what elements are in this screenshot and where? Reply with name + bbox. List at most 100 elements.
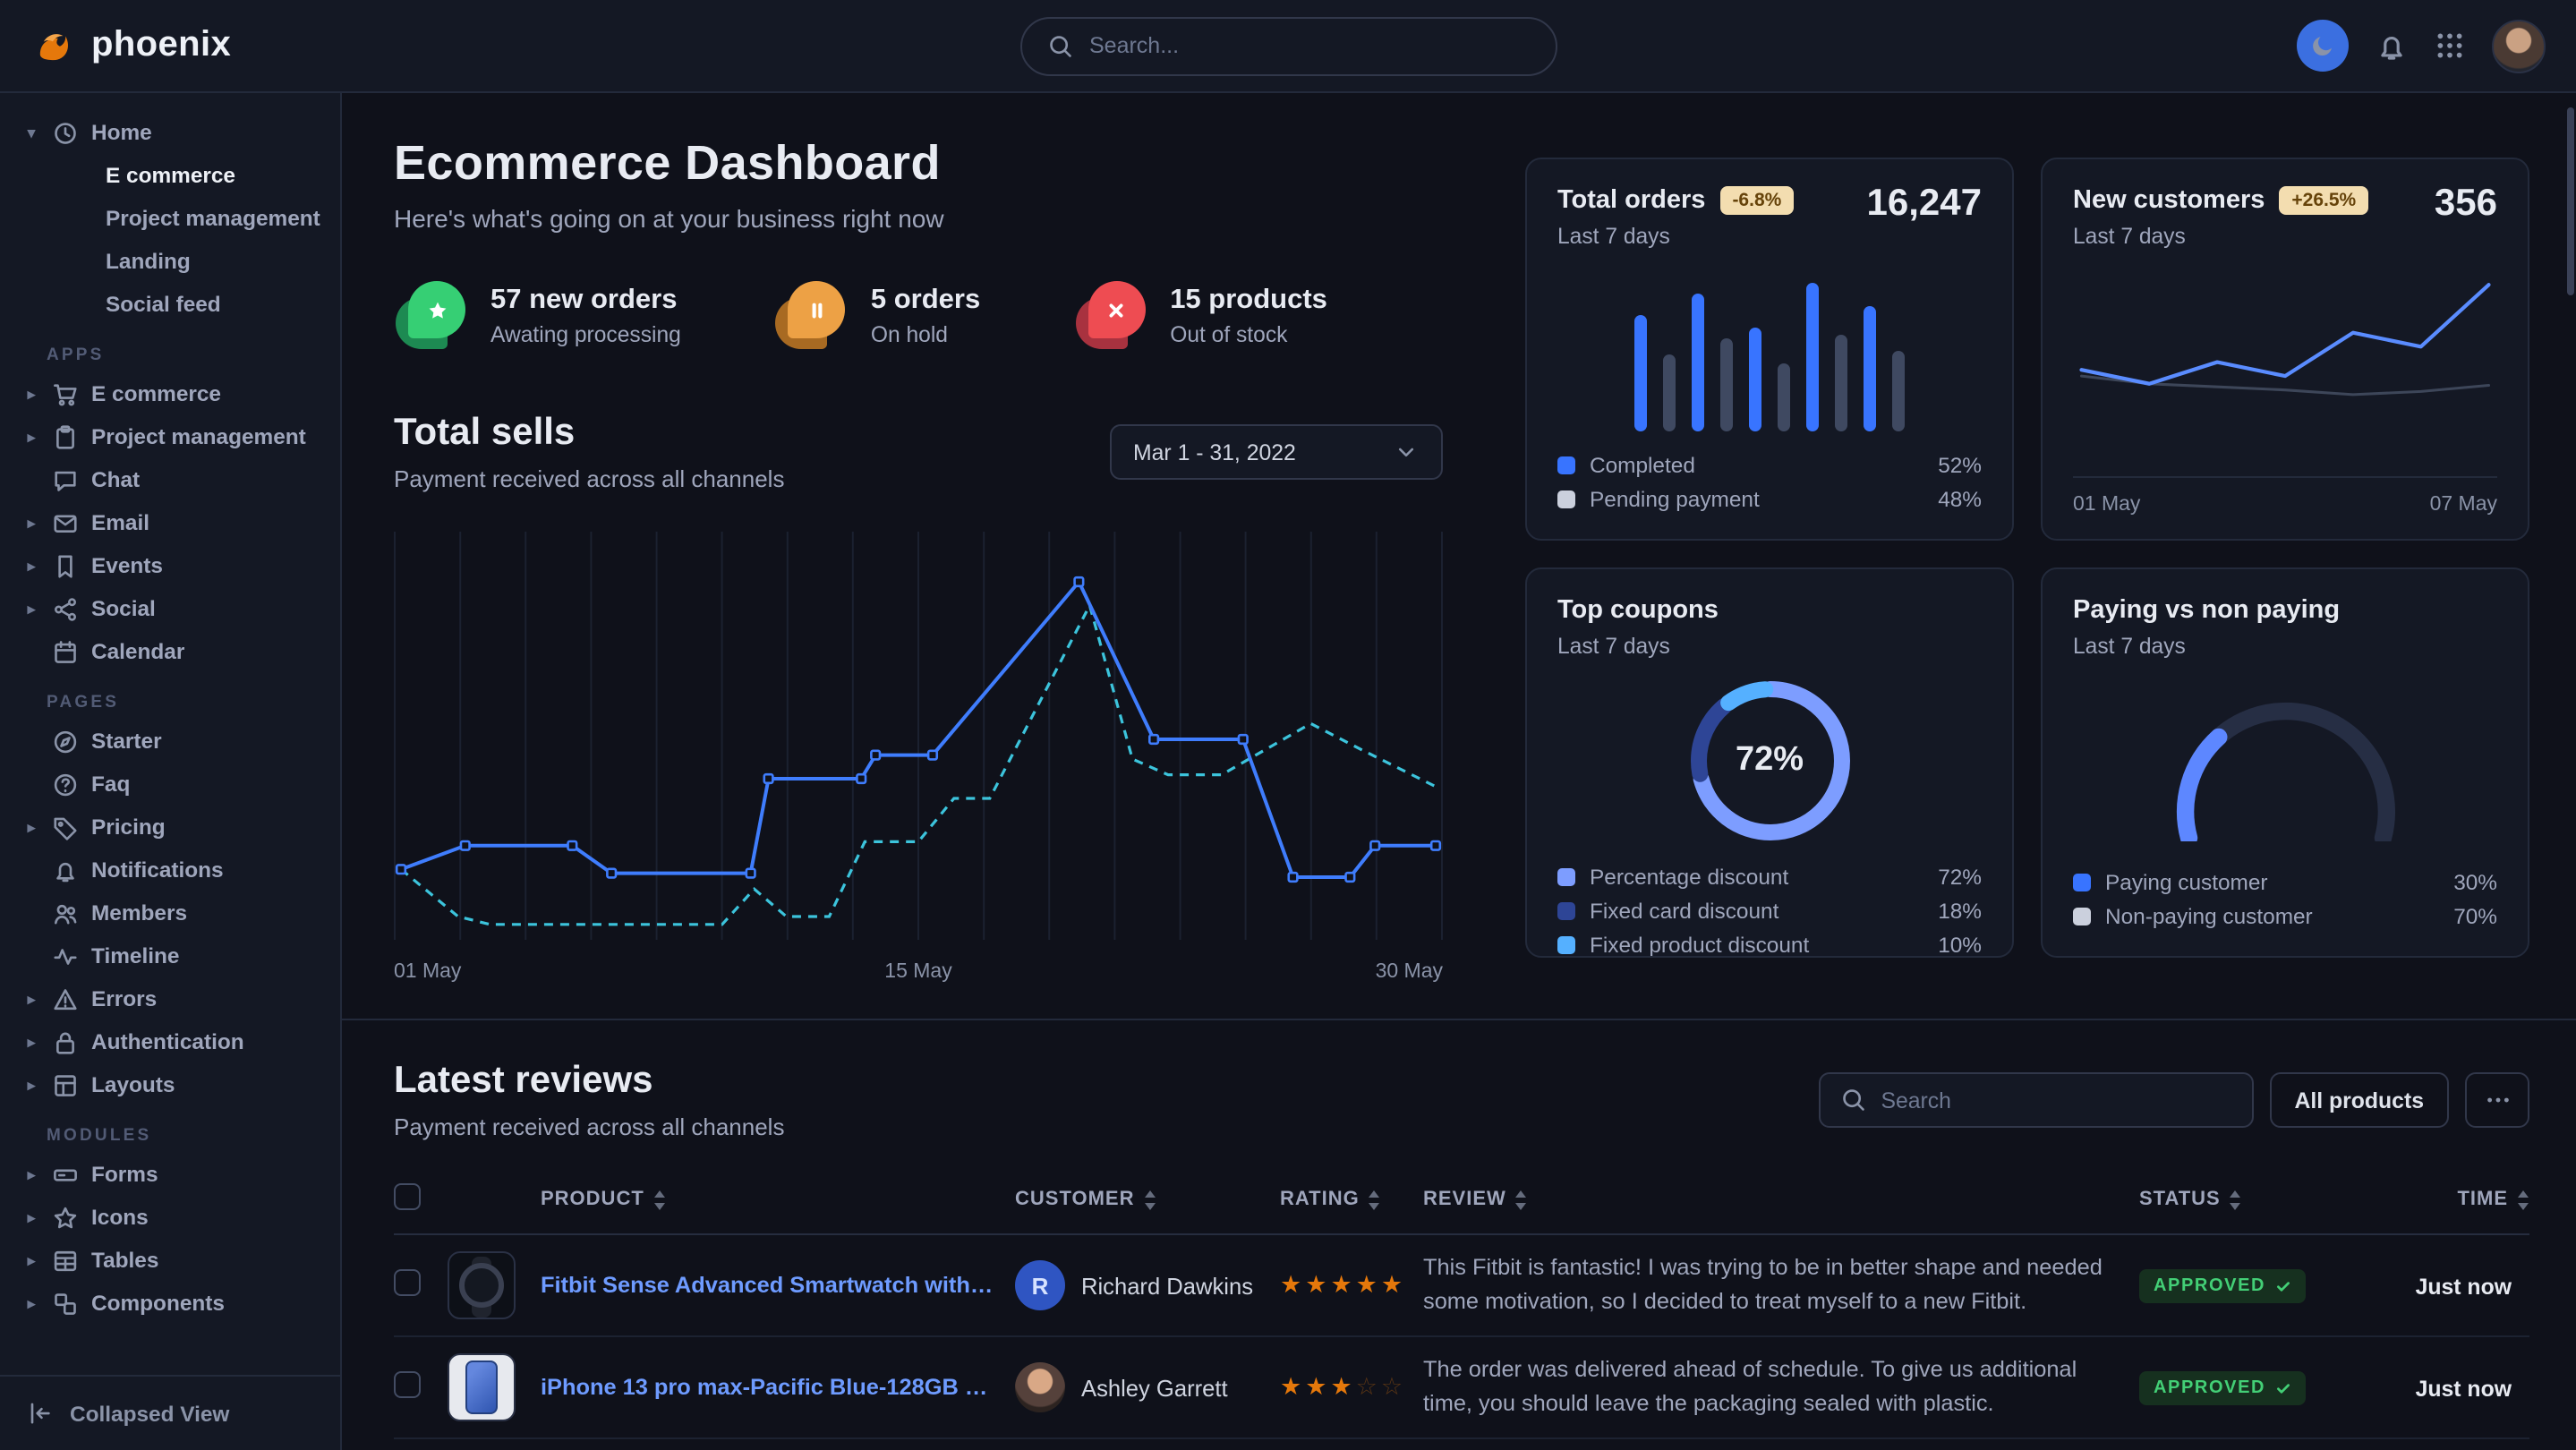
input-icon (52, 1161, 79, 1188)
legend-swatch (1557, 456, 1575, 473)
card-title: Total orders (1557, 186, 1705, 215)
lock-icon (52, 1028, 79, 1055)
sort-time[interactable]: TIME (2457, 1189, 2529, 1210)
date-range-select[interactable]: Mar 1 - 31, 2022 (1110, 424, 1443, 480)
status-badge: APPROVED (2139, 1370, 2305, 1404)
caret-icon: ▸ (23, 427, 39, 447)
sidebar-item-landing[interactable]: Landing (0, 240, 340, 283)
sidebar-item-timeline[interactable]: ▸Timeline (0, 934, 340, 977)
sidebar-item-chat[interactable]: ▸Chat (0, 458, 340, 501)
scrollbar-thumb[interactable] (2567, 107, 2574, 295)
notifications-button[interactable] (2376, 30, 2408, 62)
sidebar-item-notifications[interactable]: ▸Notifications (0, 849, 340, 891)
brand[interactable]: phoenix (30, 22, 231, 69)
sidebar-item-label: Events (91, 553, 163, 578)
x-tick: 01 May (394, 961, 461, 983)
sidebar-item-project-management[interactable]: Project management (0, 197, 340, 240)
caret-icon: ▸ (23, 1075, 39, 1095)
all-products-button[interactable]: All products (2269, 1072, 2449, 1128)
product-link[interactable]: Fitbit Sense Advanced Smartwatch with To… (541, 1273, 997, 1298)
sidebar-item-faq[interactable]: ▸Faq (0, 763, 340, 806)
apps-menu-button[interactable] (2435, 30, 2465, 61)
caret-icon: ▸ (23, 1293, 39, 1313)
legend-label: Paying customer (2105, 869, 2268, 894)
reviews-search[interactable] (1818, 1072, 2253, 1128)
sidebar-item-members[interactable]: ▸Members (0, 891, 340, 934)
sidebar-item-calendar[interactable]: ▸Calendar (0, 630, 340, 673)
sidebar-item-home[interactable]: ▾Home (0, 111, 340, 154)
total-sells-chart (394, 525, 1443, 947)
question-icon (52, 771, 79, 798)
sidebar-item-social[interactable]: ▸Social (0, 587, 340, 630)
product-thumbnail (448, 1353, 516, 1421)
sidebar-item-e-commerce[interactable]: ▸E commerce (0, 372, 340, 415)
layout-icon (52, 1071, 79, 1098)
users-icon (52, 900, 79, 926)
sidebar-item-project-management[interactable]: ▸Project management (0, 415, 340, 458)
sidebar-item-label: Errors (91, 986, 157, 1011)
ellipsis-icon (2484, 1087, 2511, 1113)
share-icon (52, 595, 79, 622)
sort-rating[interactable]: RATING (1280, 1189, 1381, 1210)
collapse-sidebar-button[interactable]: Collapsed View (0, 1375, 340, 1450)
collapse-icon (27, 1400, 54, 1427)
global-search-input[interactable] (1089, 33, 1530, 58)
sidebar-item-label: Components (91, 1291, 225, 1316)
product-link[interactable]: iPhone 13 pro max-Pacific Blue-128GB sto… (541, 1375, 997, 1400)
card-title: New customers (2073, 186, 2265, 215)
sidebar-item-social-feed[interactable]: Social feed (0, 283, 340, 326)
row-checkbox[interactable] (394, 1269, 421, 1296)
caret-icon: ▸ (23, 989, 39, 1009)
more-options-button[interactable] (2465, 1072, 2529, 1128)
paying-gauge-chart (2151, 677, 2419, 841)
sidebar-item-label: Chat (91, 467, 140, 492)
order-bar-pending (1892, 351, 1905, 431)
coupons-legend: Percentage discount72%Fixed card discoun… (1557, 859, 1982, 958)
mail-icon (52, 509, 79, 536)
review-row: Fitbit Sense Advanced Smartwatch with To… (394, 1234, 2529, 1336)
sidebar-item-tables[interactable]: ▸Tables (0, 1239, 340, 1282)
order-bar-pending (1835, 335, 1847, 431)
date-range-value: Mar 1 - 31, 2022 (1133, 439, 1296, 465)
row-checkbox[interactable] (394, 1371, 421, 1398)
sort-review[interactable]: REVIEW (1423, 1189, 1528, 1210)
sidebar-item-forms[interactable]: ▸Forms (0, 1153, 340, 1196)
sidebar-item-authentication[interactable]: ▸Authentication (0, 1020, 340, 1063)
sidebar-item-email[interactable]: ▸Email (0, 501, 340, 544)
sidebar-section-label-modules: MODULES (47, 1126, 340, 1146)
reviews-search-input[interactable] (1881, 1088, 2231, 1113)
activity-icon (52, 942, 79, 969)
legend-row-non-paying-customer: Non-paying customer70% (2073, 899, 2497, 933)
total-sells-x-axis: 01 May 15 May 30 May (394, 961, 1443, 983)
sidebar-item-components[interactable]: ▸ Components (0, 1282, 340, 1325)
global-search[interactable] (1019, 16, 1557, 75)
bell-icon (2376, 30, 2408, 62)
orders-legend: Completed52%Pending payment48% (1557, 448, 1982, 516)
status-badge: APPROVED (2139, 1268, 2305, 1302)
card-period: Last 7 days (2073, 634, 2497, 659)
card-paying-vs-nonpaying: Paying vs non paying Last 7 days Paying … (2041, 567, 2529, 958)
legend-swatch (2073, 907, 2091, 925)
order-bar-completed (1806, 283, 1819, 431)
theme-toggle-button[interactable] (2297, 20, 2349, 72)
user-avatar[interactable] (2492, 19, 2546, 72)
sidebar-item-errors[interactable]: ▸ Errors (0, 977, 340, 1020)
customer-name: Richard Dawkins (1081, 1272, 1253, 1299)
components-icon (52, 1290, 79, 1317)
x-tick: 07 May (2430, 494, 2497, 516)
sidebar-item-starter[interactable]: ▸Starter (0, 720, 340, 763)
x-tick: 15 May (884, 961, 951, 983)
sidebar-item-e-commerce[interactable]: E commerce (0, 154, 340, 197)
sort-product[interactable]: PRODUCT (541, 1189, 666, 1210)
stat-caption: On hold (871, 321, 980, 346)
sort-status[interactable]: STATUS (2139, 1189, 2242, 1210)
sidebar-item-layouts[interactable]: ▸Layouts (0, 1063, 340, 1106)
card-total-orders: Total orders -6.8% Last 7 days 16,247 Co… (1525, 158, 2014, 541)
sidebar-item-icons[interactable]: ▸Icons (0, 1196, 340, 1239)
sidebar-item-pricing[interactable]: ▸Pricing (0, 806, 340, 849)
sidebar-item-label: Tables (91, 1248, 158, 1273)
caret-icon: ▸ (23, 817, 39, 837)
sidebar-item-events[interactable]: ▸Events (0, 544, 340, 587)
sort-customer[interactable]: CUSTOMER (1015, 1189, 1156, 1210)
select-all-checkbox[interactable] (394, 1183, 421, 1210)
